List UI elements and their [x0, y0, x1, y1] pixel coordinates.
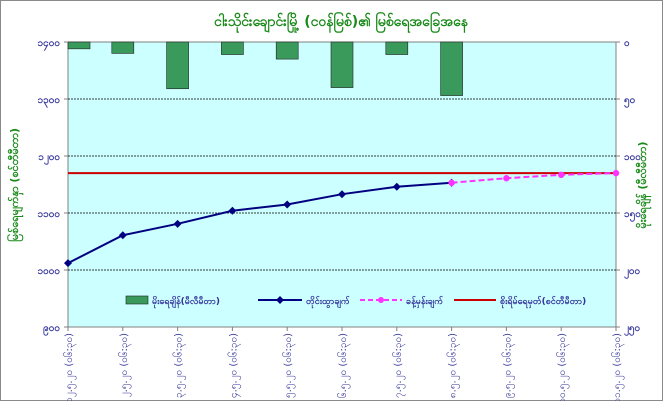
left-tick-label: ၉၀၀	[43, 323, 60, 337]
grid-lines	[68, 98, 616, 271]
measured-point	[228, 206, 237, 215]
left-tick-label: ၁၃၀၀	[38, 95, 61, 109]
left-tick-label: ၁၁၀၀	[38, 209, 61, 220]
measured-point	[392, 182, 401, 191]
forecast-point	[558, 171, 565, 179]
measured-point	[338, 190, 346, 199]
legend: မိုးရေချိန်(မီလီမီတာ) တိုင်းထွာချက် ခန့်…	[120, 290, 592, 312]
rainfall-bar	[440, 41, 463, 96]
left-tick-label: ၁၄၀၀	[38, 38, 61, 52]
measured-point	[118, 231, 127, 240]
rainfall-bar	[385, 41, 409, 55]
right-tick-label: ၂၀၀	[624, 266, 640, 280]
x-tick-label: ၇.၅.၂၀ (ဝ၆:၃၀)	[391, 333, 406, 398]
x-tick-label: ၁၀.၅.၂၀ (ဝ၆:၃၀)	[555, 333, 570, 401]
right-tick-label: ၁၅၀	[624, 209, 641, 223]
plot-area	[67, 41, 617, 328]
legend-label-rainfall: မိုးရေချိန်(မီလီမီတာ)	[152, 296, 220, 309]
left-axis-ticks: ၉၀၀ ၁၀၀၀ ၁၁၀၀ ၁၂၀၀ ၁၃၀၀ ၁၄၀၀	[38, 38, 68, 337]
left-tick-label: ၁၂၀၀	[38, 152, 60, 166]
legend-label-warning: စိုးရိမ်ရေမှတ်(စင်တီမီတာ)	[500, 296, 586, 309]
forecast-point	[612, 169, 620, 177]
rainfall-bar	[275, 41, 299, 60]
legend-swatch-rainfall	[125, 295, 149, 305]
right-axis-title: မိုးရေချိန် (မီလီမီတာ)	[635, 142, 652, 229]
legend-label-forecast: ခန့်မှန်းချက်	[406, 296, 444, 309]
right-tick-label: ၂၅၀	[624, 323, 640, 337]
measured-point	[173, 219, 182, 228]
measured-point	[64, 259, 72, 268]
rainfall-bar	[330, 41, 354, 88]
forecast-point	[503, 175, 510, 182]
left-tick-label: ၁၀၀၀	[38, 266, 61, 277]
forecast-point	[448, 179, 455, 186]
x-axis-ticks: ၁၂.၅.၂၀ (ဝ၆:၃၀) ၂.၅.၂၀ (ဝ၆:၃၀) ၃.၅.၂၀ (ဝ၆:…	[62, 327, 625, 401]
right-tick-label: ၁၀၀	[624, 152, 641, 163]
right-tick-label: ၅၀	[624, 95, 635, 109]
x-tick-label: ၉.၅.၂၀ (ဝ၆:၃၀)	[500, 333, 515, 398]
forecast-line	[451, 172, 617, 184]
rainfall-bars	[67, 41, 463, 96]
rainfall-bar	[67, 41, 91, 50]
x-tick-label: ၆.၅.၂၀ (ဝ၆:၃၀)	[336, 333, 351, 398]
x-tick-label: ၅.၅.၂၀ (ဝ၆:၃၀)	[281, 333, 296, 398]
series-lines	[64, 169, 620, 268]
chart-title: ငါးသိုင်းချောင်းမြို့ (ငဝန်မြစ်)၏ မြစ်ရေ…	[214, 12, 469, 33]
x-tick-label: ၃.၅.၂၀ (ဝ၆:၃၀)	[172, 333, 187, 398]
x-tick-label: ၂.၅.၂၀ (ဝ၆:၃၀)	[117, 333, 132, 397]
left-axis-title: မြစ်ရေမျက်နှာ (စင်တီမီတာ)	[6, 128, 24, 242]
rainfall-bar	[221, 41, 244, 55]
legend-label-measured: တိုင်းထွာချက်	[306, 296, 350, 309]
right-tick-label: ဝ	[624, 38, 630, 49]
rainfall-bar	[111, 41, 135, 54]
rainfall-bar	[166, 41, 189, 90]
measured-point	[283, 200, 292, 209]
x-tick-label: ၁၁.၅.၂၀ (ဝ၆:၃၀)	[610, 333, 625, 401]
x-tick-label: ၈.၅.၂၀ (ဝ၆:၃၀)	[446, 333, 461, 398]
x-tick-label: ၁၂.၅.၂၀ (ဝ၆:၃၀)	[62, 333, 77, 401]
x-tick-label: ၄.၅.၂၀ (ဝ၆:၃၀)	[226, 333, 241, 398]
measured-line	[67, 181, 452, 265]
